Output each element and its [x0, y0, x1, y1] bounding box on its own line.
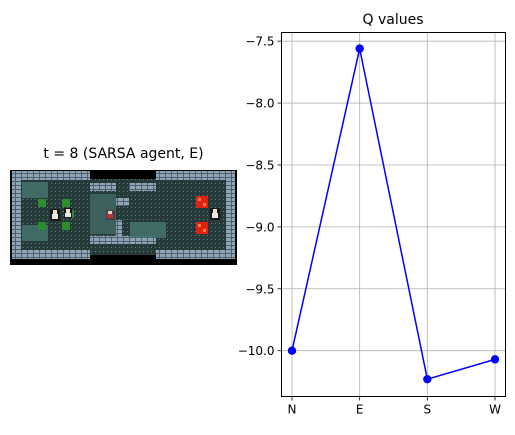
game-frame-title: t = 8 (SARSA agent, E) [43, 146, 204, 162]
wall-right [226, 171, 235, 259]
wall-left [12, 171, 21, 259]
wall-inner-mid [116, 198, 129, 206]
x-tick-label: S [424, 403, 432, 417]
y-tick-label: −8.0 [245, 97, 274, 111]
wall-bottom-left [12, 250, 90, 259]
plot-frame [281, 32, 506, 397]
agent-sprite [106, 210, 115, 220]
series [287, 44, 500, 384]
floor-lit-d [130, 222, 166, 238]
x-tick-label: N [288, 403, 297, 417]
wall-inner-bottom-a [90, 236, 156, 244]
wall-inner-pillar [116, 220, 122, 238]
y-tick-label: −9.0 [245, 220, 274, 234]
wall-inner-top-a [90, 183, 116, 191]
axis-ticks: N E S W −10.0 −9.5 −9.0 −8.5 −8.0 −7.5 [238, 35, 501, 417]
y-tick-label: −10.0 [238, 344, 275, 358]
wall-top-right [156, 171, 235, 180]
chart-title: Q values [362, 12, 423, 28]
data-point-w [490, 355, 500, 364]
figure-right [210, 208, 220, 220]
y-tick-label: −7.5 [245, 35, 274, 49]
figure-left [50, 209, 60, 221]
y-tick-label: −9.5 [245, 282, 274, 296]
wall-top-left [12, 171, 90, 180]
floor-lit-a [22, 182, 48, 198]
x-tick-label: E [356, 403, 364, 417]
data-point-n [287, 346, 297, 355]
y-tick-label: −8.5 [245, 158, 274, 172]
wall-bottom-right [156, 250, 235, 259]
x-tick-label: W [489, 403, 501, 417]
green-tile-3 [38, 222, 46, 230]
series-line [291, 48, 496, 381]
data-point-s [423, 374, 432, 384]
grid [281, 32, 506, 397]
figure-mid [64, 208, 72, 218]
game-frame [10, 170, 237, 265]
green-tile-1 [38, 199, 46, 207]
data-point-e [355, 44, 364, 53]
green-tile-2 [62, 199, 70, 207]
wall-inner-top-b [129, 183, 156, 191]
green-tile-4 [62, 222, 70, 230]
